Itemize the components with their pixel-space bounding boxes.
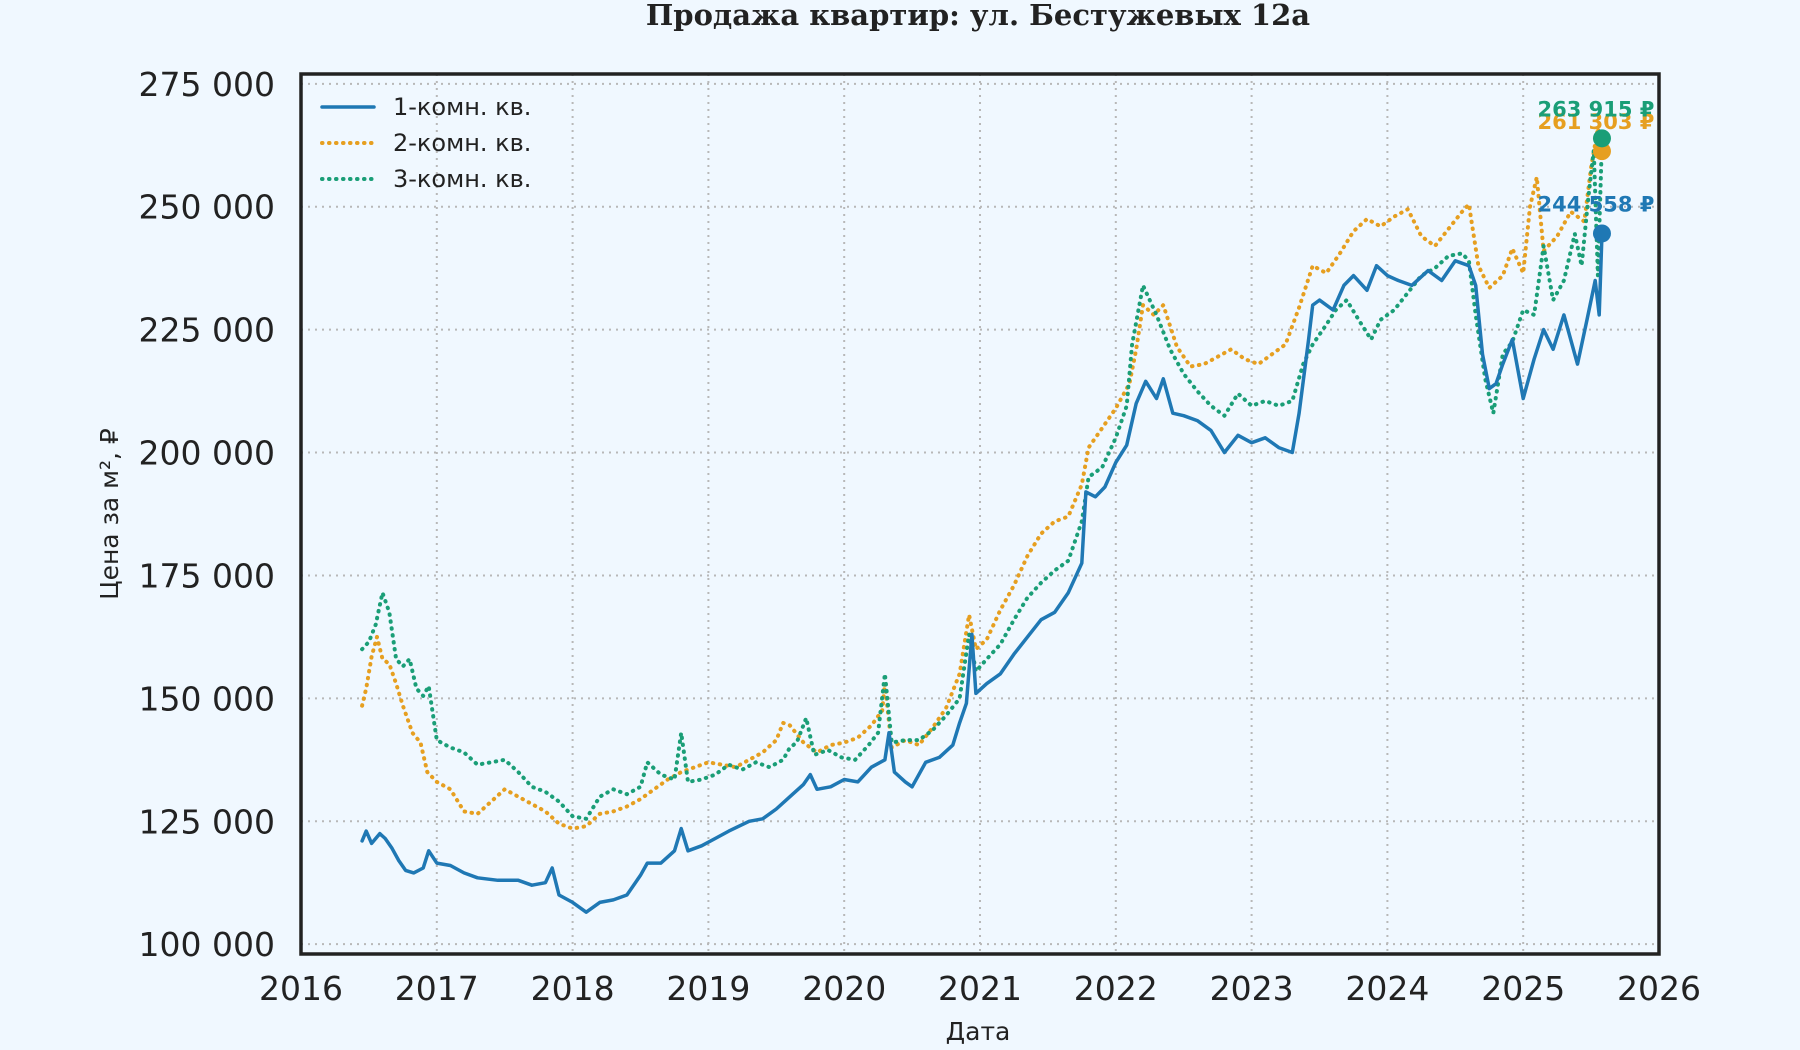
y-axis-label: Цена за м², ₽ [95,428,124,600]
series-lines [360,126,1604,914]
x-tick-label: 2025 [1481,969,1565,1008]
x-tick-label: 2016 [259,969,343,1008]
legend: 1-комн. кв. 2-комн. кв. 3-комн. кв. [320,93,531,193]
x-tick-label: 2017 [395,969,479,1008]
x-tick-label: 2018 [531,969,615,1008]
gridlines [300,74,1660,954]
series-line-2 [360,126,1604,831]
legend-label-3: 3-комн. кв. [393,165,531,193]
end-value-label-3: 263 915 ₽ [1538,97,1655,121]
x-tick-label: 2022 [1074,969,1158,1008]
chart-title: Продажа квартир: ул. Бестужевых 12а [646,0,1310,32]
legend-label-1: 1-комн. кв. [393,93,531,121]
x-tick-label: 2021 [938,969,1022,1008]
y-tick-label: 150 000 [139,679,275,718]
y-tick-label: 100 000 [139,925,275,964]
x-axis-label: Дата [946,1017,1011,1046]
legend-label-2: 2-комн. кв. [393,129,531,157]
x-axis-ticks: 2016 2017 2018 2019 2020 2021 2022 2023 2024 2025… [259,969,1701,1008]
series-line-1 [360,231,1604,914]
end-value-label-2: 261 303 ₽ [1538,110,1655,134]
y-tick-label: 225 000 [139,311,275,350]
plot-area [301,74,1659,954]
y-tick-label: 125 000 [139,802,275,841]
end-markers: 244 558 ₽ 261 303 ₽263 915 ₽ [1538,97,1655,243]
end-value-label-1: 244 558 ₽ [1538,192,1655,216]
y-tick-label: 250 000 [139,188,275,227]
x-tick-label: 2026 [1617,969,1701,1008]
y-tick-label: 275 000 [139,65,275,104]
x-tick-label: 2024 [1345,969,1429,1008]
plot-frame [299,72,1661,956]
y-tick-label: 175 000 [139,556,275,595]
x-tick-label: 2023 [1210,969,1294,1008]
y-axis-ticks: 100 000 125 000 150 000 175 000 200 000 225 0… [139,65,275,964]
x-tick-label: 2019 [666,969,750,1008]
end-marker-1 [1592,224,1611,243]
x-tick-label: 2020 [802,969,886,1008]
end-marker-3 [1592,129,1611,148]
y-tick-label: 200 000 [139,434,275,473]
end-marker-2 [1592,142,1611,161]
